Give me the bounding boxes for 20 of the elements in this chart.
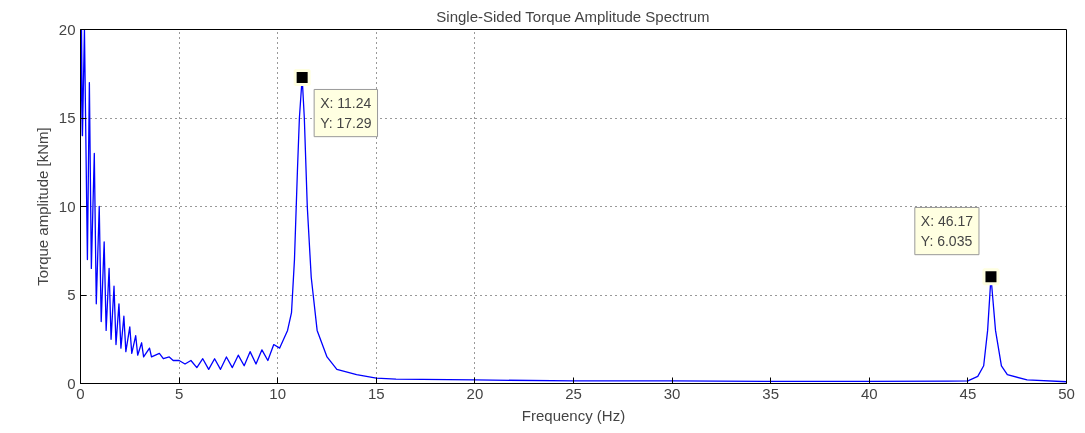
y-axis-title: Torque amplitude [kNm]	[33, 127, 51, 286]
x-tick-label: 20	[466, 384, 484, 402]
line-series	[80, 29, 1067, 383]
x-tick-label: 30	[663, 384, 681, 402]
y-tick-label: 5	[67, 286, 76, 303]
y-tick-label: 20	[58, 20, 76, 38]
x-tick-label: 50	[1058, 384, 1075, 402]
x-tick-label: 25	[565, 384, 582, 402]
x-tick-label: 15	[367, 384, 385, 402]
x-tick-label: 40	[860, 384, 878, 402]
x-tick-label: 10	[269, 384, 287, 402]
y-tick-label: 10	[58, 197, 76, 215]
y-tick-label: 15	[58, 109, 76, 126]
annotation: X: 46.17 Y: 6.035	[920, 213, 974, 249]
x-axis-title: Frequency (Hz)	[521, 406, 626, 424]
x-tick-label: 5	[174, 384, 184, 402]
chart-title: Single-Sided Torque Amplitude Spectrum	[436, 7, 710, 25]
x-tick-label: 45	[959, 384, 977, 402]
x-tick-label: 35	[762, 384, 780, 402]
annotation: X: 11.24 Y: 17.29	[320, 95, 372, 131]
